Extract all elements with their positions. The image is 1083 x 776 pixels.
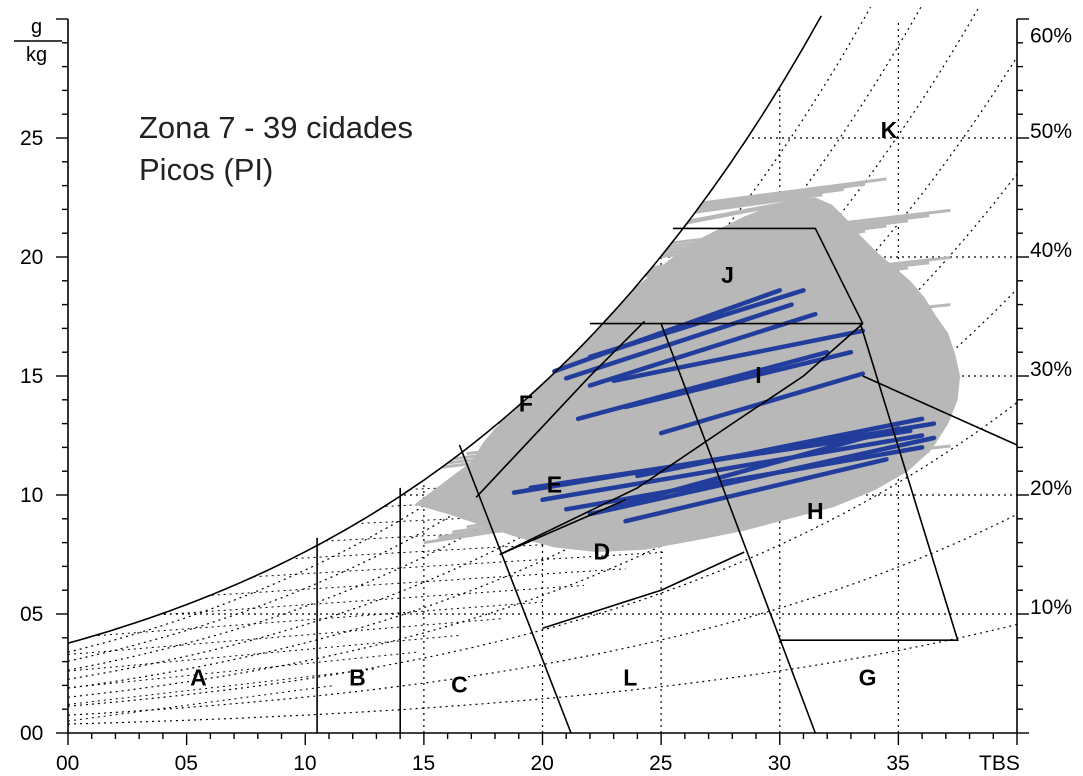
hourly-data-point (494, 423, 845, 482)
zone-boundary (499, 499, 626, 556)
zone-boundary (660, 323, 817, 734)
typical-day-line (635, 416, 925, 479)
y-unit-numerator: g (31, 16, 42, 38)
rh-curve (68, 173, 1017, 689)
x-tick-label: 25 (649, 752, 672, 775)
rh-tick-label: 20% (1030, 477, 1072, 500)
zone-label: H (807, 498, 824, 524)
chart-subtitle: Picos (PI) (139, 152, 273, 187)
typical-day-line (623, 457, 889, 524)
hourly-data-point (466, 397, 951, 456)
x-tick-label: 30 (768, 752, 791, 775)
wet-bulb-line (68, 651, 418, 689)
y-tick-labels: 00 05 10 15 20 25 (20, 127, 43, 745)
x-tick-label: 15 (412, 752, 435, 775)
chart-title: Zona 7 - 39 cidades (139, 110, 413, 145)
rh-tick-label: 50% (1030, 120, 1072, 143)
y-tick-label: 15 (20, 365, 43, 388)
y-tick-label: 05 (20, 603, 43, 626)
rh-curve (68, 288, 1017, 698)
chart-axes (56, 18, 1029, 745)
zone-labels: A B C L G D E F H I J K (190, 117, 897, 698)
zone-boundary (542, 551, 745, 630)
x-axis-label: TBS (979, 752, 1020, 775)
wet-bulb-line (68, 601, 543, 639)
zone-label: L (623, 664, 637, 690)
zone-label: C (451, 672, 468, 698)
y-tick-label: 00 (20, 722, 43, 745)
typical-day-line (623, 349, 854, 410)
typical-day-line (575, 349, 830, 422)
zone-label: A (190, 664, 207, 690)
rh-tick-label: 40% (1030, 239, 1072, 262)
zone-boundary (458, 444, 572, 734)
y-tick-label: 25 (20, 127, 43, 150)
typical-day-line (611, 426, 901, 510)
zone-label: I (755, 362, 761, 388)
typical-day-line (563, 302, 794, 381)
x-tick-label: 35 (886, 752, 909, 775)
zone-label: J (721, 262, 734, 288)
wet-bulb-line (68, 684, 335, 722)
zone-label: F (519, 391, 533, 417)
zone-boundary (673, 227, 864, 324)
zone-boundary (779, 323, 959, 641)
wet-bulb-line (68, 618, 502, 655)
y-tick-label: 20 (20, 246, 43, 269)
typical-day-series (511, 288, 937, 524)
x-tick-labels: 00 05 10 15 20 25 30 35 (56, 752, 910, 775)
wet-bulb-line (68, 668, 377, 705)
zone-label: E (547, 472, 562, 498)
zone-boundaries (67, 15, 1018, 734)
hourly-data-point (452, 439, 780, 497)
hourly-data-point (452, 402, 930, 461)
zone-boundary (499, 323, 864, 556)
rh-tick-labels: 10% 20% 30% 40% 50% 60% (1030, 25, 1072, 619)
rh-curve (68, 513, 1017, 716)
saturation-curve (67, 15, 822, 644)
rh-curve (68, 623, 1017, 725)
hourly-data-point (466, 434, 802, 492)
typical-day-line (611, 328, 866, 384)
typical-day-line (587, 435, 937, 517)
zone-label: G (859, 664, 877, 690)
rh-tick-label: 60% (1030, 25, 1072, 48)
zone-label: D (594, 538, 611, 564)
zone-label: K (881, 117, 898, 143)
rh-tick-label: 10% (1030, 596, 1072, 619)
hourly-data-point (423, 413, 887, 471)
y-unit-denominator: kg (26, 44, 47, 66)
hourly-data-point (480, 428, 823, 487)
hourly-data-point (509, 381, 823, 440)
x-tick-label: 20 (531, 752, 554, 775)
rh-curve (68, 402, 1017, 707)
zone-label: B (349, 664, 366, 690)
x-tick-label: 05 (175, 752, 198, 775)
hourly-data-point (509, 308, 930, 367)
hourly-data-point (494, 386, 802, 445)
x-tick-label: 10 (293, 752, 316, 775)
typical-day-line (540, 433, 925, 503)
zone-boundary (475, 320, 646, 498)
wet-bulb-line (68, 551, 668, 589)
typical-day-line (587, 311, 818, 388)
rh-tick-label: 30% (1030, 358, 1072, 381)
x-tick-label: 00 (56, 752, 79, 775)
rh-curve (68, 7, 1017, 653)
wet-bulb-line (68, 584, 585, 622)
hourly-data-point (509, 418, 866, 477)
zone-boundary (862, 375, 1018, 446)
y-tick-label: 10 (20, 484, 43, 507)
